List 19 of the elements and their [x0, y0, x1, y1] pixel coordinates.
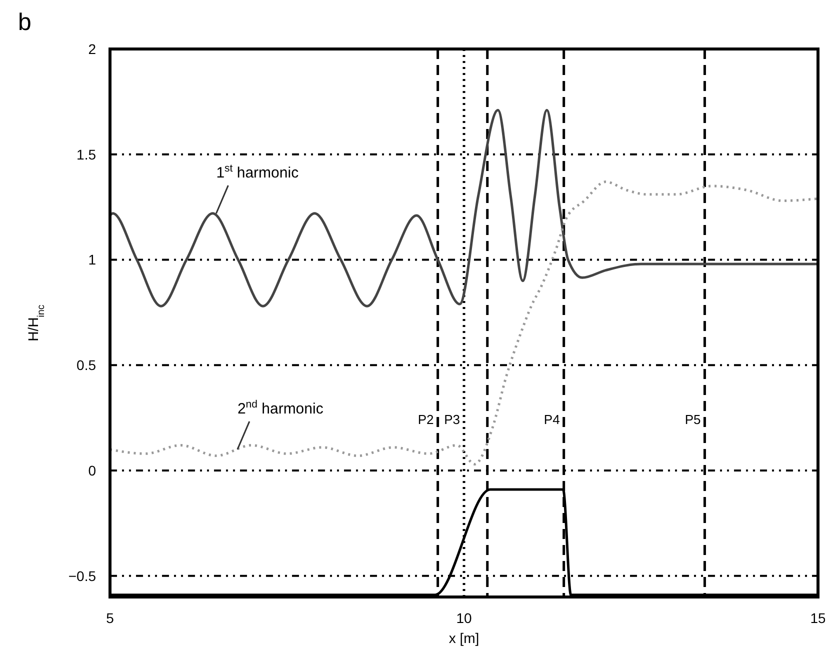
ref-line-label: P5 — [684, 412, 701, 428]
x-tick-label: 5 — [106, 610, 114, 626]
annotation: 1$^{st}$ harmonic — [216, 162, 300, 182]
ref-line-label: P2 — [418, 412, 434, 428]
x-tick-label: 15 — [810, 610, 826, 626]
chart-title: b — [18, 9, 32, 36]
ref-line-label: P3 — [444, 412, 460, 428]
line-series — [108, 108, 820, 308]
x-tick-label: 10 — [456, 610, 472, 626]
x-axis-title: x [m] — [448, 630, 480, 646]
y-tick-label: 0 — [88, 462, 96, 478]
y-tick-label: 1 — [88, 252, 96, 268]
ref-line-label: P4 — [544, 412, 560, 428]
y-tick-label: 2 — [88, 40, 96, 57]
y-tick-label: −0.5 — [68, 568, 96, 584]
y-tick-label: 0.5 — [76, 357, 96, 374]
y-tick-label: 1.5 — [76, 146, 96, 162]
line-series — [108, 180, 820, 466]
annotation: 2$^{nd}$ harmonic — [237, 398, 324, 418]
